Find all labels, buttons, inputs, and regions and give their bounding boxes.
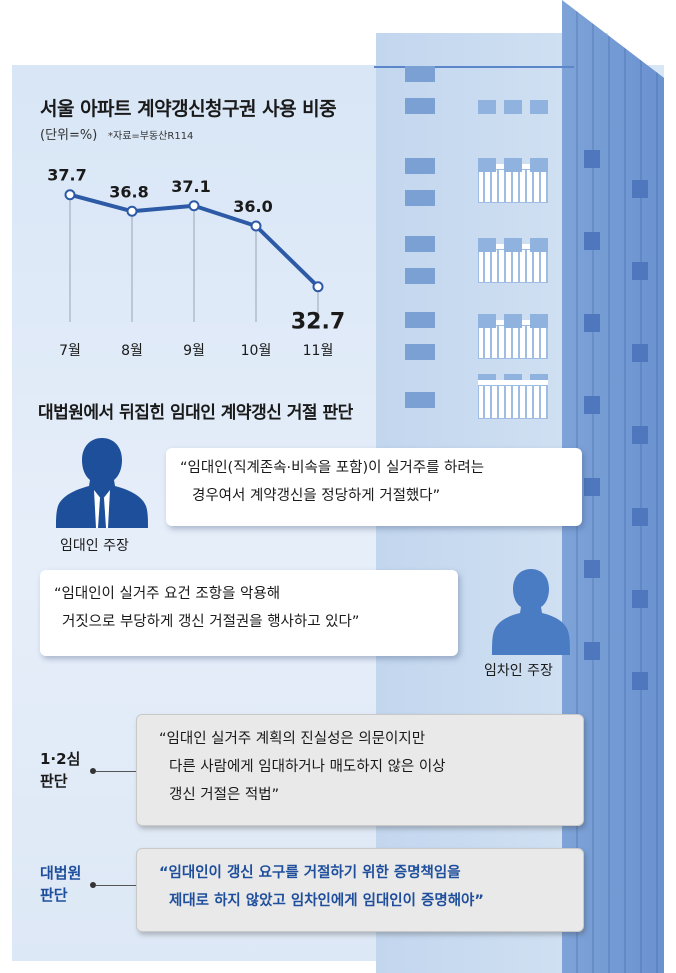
building-window [405, 268, 435, 284]
building-window [405, 236, 435, 252]
x-tick-label: 7월 [59, 343, 81, 359]
data-label: 37.7 [47, 166, 86, 185]
balcony-window [478, 158, 548, 172]
data-point [126, 205, 138, 217]
data-point [312, 281, 324, 293]
building-side-window [584, 560, 600, 578]
lower-court-quote-line: 다른 사람에게 임대하거나 매도하지 않은 이상 [169, 759, 446, 775]
data-label: 32.7 [291, 310, 345, 335]
landlord-icon [56, 438, 148, 528]
building-window [405, 98, 435, 114]
building-window [405, 66, 435, 82]
building-side-window [632, 426, 648, 444]
building-side-window [632, 590, 648, 608]
chart-source: *자료=부동산R114 [108, 131, 194, 142]
supreme-court-quote-box: “임대인이 갱신 요구를 거절하기 위한 증명책임을 제대로 하지 않았고 임차… [136, 848, 584, 932]
building-side-window [584, 396, 600, 414]
landlord-quote-bubble: “임대인(직계존속·비속을 포함)이 실거주를 하려는 경우여서 계약갱신을 정… [166, 448, 582, 526]
x-tick-label: 9월 [183, 343, 205, 359]
supreme-court-quote-line: “임대인이 갱신 요구를 거절하기 위한 증명책임을 [159, 865, 461, 881]
lower-court-quote-box: “임대인 실거주 계획의 진실성은 의문이지만 다른 사람에게 임대하거나 매도… [136, 714, 584, 826]
data-point [188, 200, 200, 212]
building-side-window [632, 672, 648, 690]
building-side-window [632, 262, 648, 280]
supreme-court-label-line: 대법원 [40, 864, 82, 882]
chart-unit: (단위=%) [40, 128, 98, 143]
lower-court-label-line: 1·2심 [40, 750, 81, 768]
building-window [405, 158, 435, 174]
connector-line [96, 885, 136, 886]
lower-court-quote-line: “임대인 실거주 계획의 진실성은 의문이지만 [159, 731, 426, 747]
lower-court-label-line: 판단 [40, 772, 68, 790]
tenant-quote-bubble: “임대인이 실거주 요건 조항을 악용해 거짓으로 부당하게 갱신 거절권을 행… [40, 570, 458, 656]
building-window [405, 190, 435, 206]
building-side-window [584, 314, 600, 332]
building-window [405, 312, 435, 328]
data-label: 36.8 [109, 182, 148, 201]
building-side-window [584, 232, 600, 250]
building-side-window [632, 508, 648, 526]
building-side-window [584, 150, 600, 168]
connector-line [96, 771, 136, 772]
balcony-window [478, 314, 548, 328]
supreme-court-quote-line: 제대로 하지 않았고 임차인에게 임대인이 증명해야” [169, 893, 484, 909]
landlord-label: 임대인 주장 [60, 538, 129, 554]
section-title: 대법원에서 뒤집힌 임대인 계약갱신 거절 판단 [38, 403, 353, 423]
connector-dot [90, 882, 96, 888]
tenant-icon [492, 569, 570, 655]
supreme-court-label-line: 판단 [40, 886, 68, 904]
balcony-window [478, 100, 548, 114]
supreme-court-label: 대법원 판단 [40, 862, 81, 906]
lower-court-quote-line: 갱신 거절은 적법” [169, 787, 280, 803]
tenant-quote-line: 거짓으로 부당하게 갱신 거절권을 행사하고 있다” [62, 614, 360, 630]
data-point [250, 220, 262, 232]
data-label: 37.1 [171, 177, 210, 196]
building-side-window [632, 180, 648, 198]
building-window [405, 344, 435, 360]
line-chart: 37.7 36.8 37.1 36.0 32.7 7월 8월 9월 10월 11월 [47, 166, 345, 359]
building-side-window [632, 344, 648, 362]
building-window [405, 392, 435, 408]
landlord-quote-line: “임대인(직계존속·비속을 포함)이 실거주를 하려는 [180, 460, 485, 476]
tenant-quote-line: “임대인이 실거주 요건 조항을 악용해 [54, 586, 281, 602]
lower-court-label: 1·2심 판단 [40, 748, 80, 792]
balcony [478, 380, 548, 419]
building-side-window [584, 642, 600, 660]
landlord-quote-line: 경우여서 계약갱신을 정당하게 거절했다” [192, 488, 441, 504]
tenant-label: 임차인 주장 [484, 663, 553, 679]
building-stripe [374, 66, 574, 68]
x-tick-label: 10월 [241, 343, 272, 359]
data-label: 36.0 [233, 197, 272, 216]
x-tick-label: 11월 [303, 343, 334, 359]
x-tick-label: 8월 [121, 343, 143, 359]
chart-title: 서울 아파트 계약갱신청구권 사용 비중 [40, 98, 337, 120]
balcony-window [478, 238, 548, 252]
data-point [64, 189, 76, 201]
building-side-window [584, 478, 600, 496]
connector-dot [90, 768, 96, 774]
